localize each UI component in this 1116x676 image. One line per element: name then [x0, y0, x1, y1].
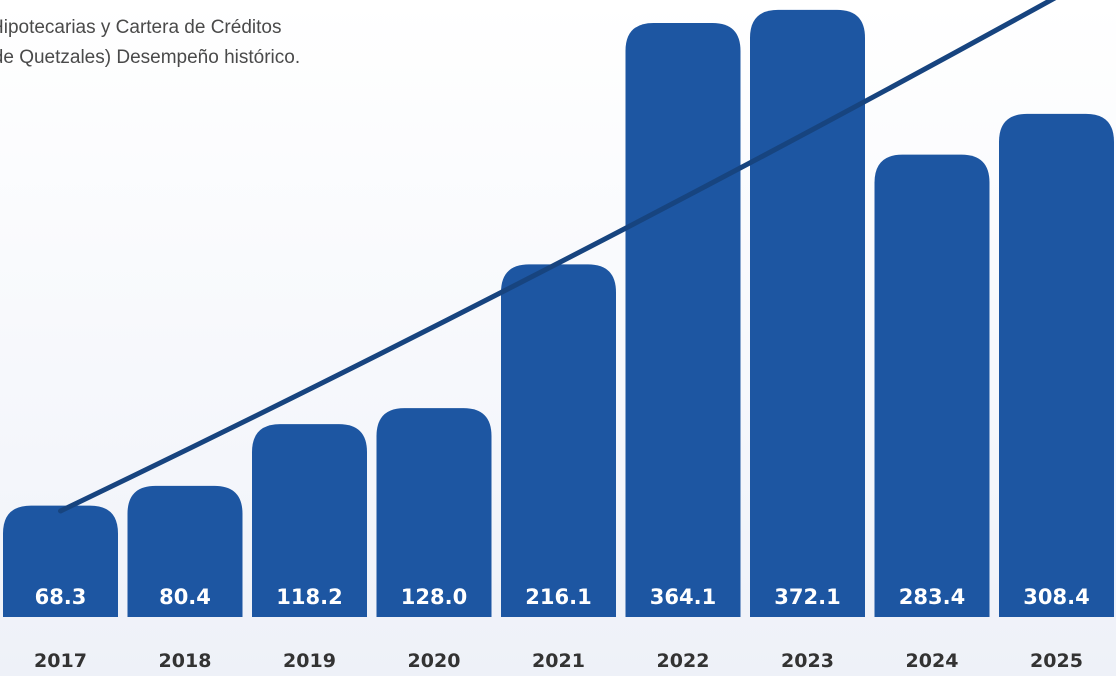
bar-2022: [625, 22, 741, 618]
bar-2019: [252, 424, 367, 617]
x-tick-label: 2025: [1030, 650, 1083, 672]
bar-2025: [999, 113, 1114, 617]
x-tick-label: 2024: [906, 650, 959, 672]
bar-value-label: 364.1: [650, 585, 716, 609]
chart-title: Hipotecarias y Cartera de Créditos s de …: [0, 0, 1116, 90]
bar-value-label: 216.1: [525, 585, 591, 609]
chart-title-line-2: s de Quetzales) Desempeño histórico.: [0, 47, 301, 68]
bar-2024: [874, 154, 990, 617]
bar-2023: [750, 9, 865, 618]
x-tick-label: 2018: [159, 650, 212, 672]
bar-2018: [127, 485, 243, 617]
x-tick-label: 2017: [34, 650, 87, 672]
bar-value-label: 308.4: [1023, 585, 1089, 609]
bar-value-label: 68.3: [35, 585, 87, 609]
bar-value-label: 283.4: [899, 585, 965, 609]
bar-2021: [501, 264, 616, 617]
x-tick-label: 2022: [657, 650, 710, 672]
chart-title-line-1: Hipotecarias y Cartera de Créditos: [0, 17, 282, 38]
bar-value-label: 372.1: [774, 585, 840, 609]
x-tick-label: 2019: [283, 650, 336, 672]
bar-2020: [376, 408, 492, 617]
bar-value-label: 118.2: [276, 585, 342, 609]
x-tick-label: 2023: [781, 650, 834, 672]
x-tick-label: 2021: [532, 650, 585, 672]
trend-line: [58, 0, 1057, 514]
bar-value-label: 80.4: [159, 585, 211, 609]
bar-2017: [3, 505, 118, 617]
bar-value-label: 128.0: [401, 585, 467, 609]
x-tick-label: 2020: [408, 650, 461, 672]
